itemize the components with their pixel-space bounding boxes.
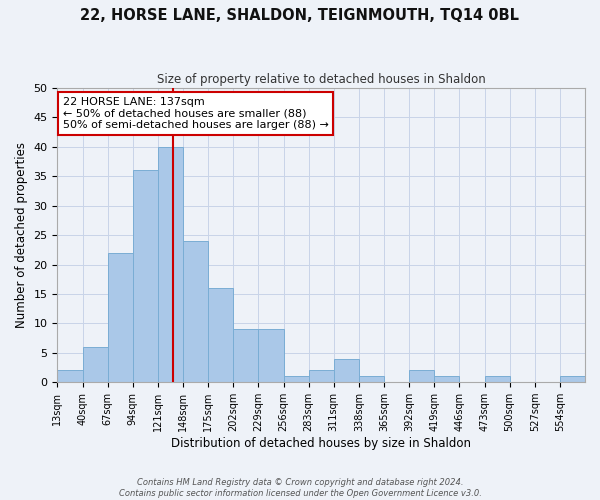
Text: 22, HORSE LANE, SHALDON, TEIGNMOUTH, TQ14 0BL: 22, HORSE LANE, SHALDON, TEIGNMOUTH, TQ1…	[80, 8, 520, 22]
Bar	[133, 170, 158, 382]
Bar	[334, 358, 359, 382]
X-axis label: Distribution of detached houses by size in Shaldon: Distribution of detached houses by size …	[171, 437, 471, 450]
Bar	[485, 376, 509, 382]
Bar	[208, 288, 233, 382]
Bar	[359, 376, 384, 382]
Bar	[409, 370, 434, 382]
Bar	[560, 376, 585, 382]
Bar	[183, 241, 208, 382]
Bar	[107, 253, 133, 382]
Bar	[233, 330, 259, 382]
Title: Size of property relative to detached houses in Shaldon: Size of property relative to detached ho…	[157, 72, 485, 86]
Bar	[83, 347, 107, 382]
Y-axis label: Number of detached properties: Number of detached properties	[15, 142, 28, 328]
Text: Contains HM Land Registry data © Crown copyright and database right 2024.
Contai: Contains HM Land Registry data © Crown c…	[119, 478, 481, 498]
Bar	[259, 330, 284, 382]
Bar	[434, 376, 460, 382]
Bar	[284, 376, 308, 382]
Text: 22 HORSE LANE: 137sqm
← 50% of detached houses are smaller (88)
50% of semi-deta: 22 HORSE LANE: 137sqm ← 50% of detached …	[62, 97, 329, 130]
Bar	[158, 147, 183, 382]
Bar	[58, 370, 83, 382]
Bar	[308, 370, 334, 382]
